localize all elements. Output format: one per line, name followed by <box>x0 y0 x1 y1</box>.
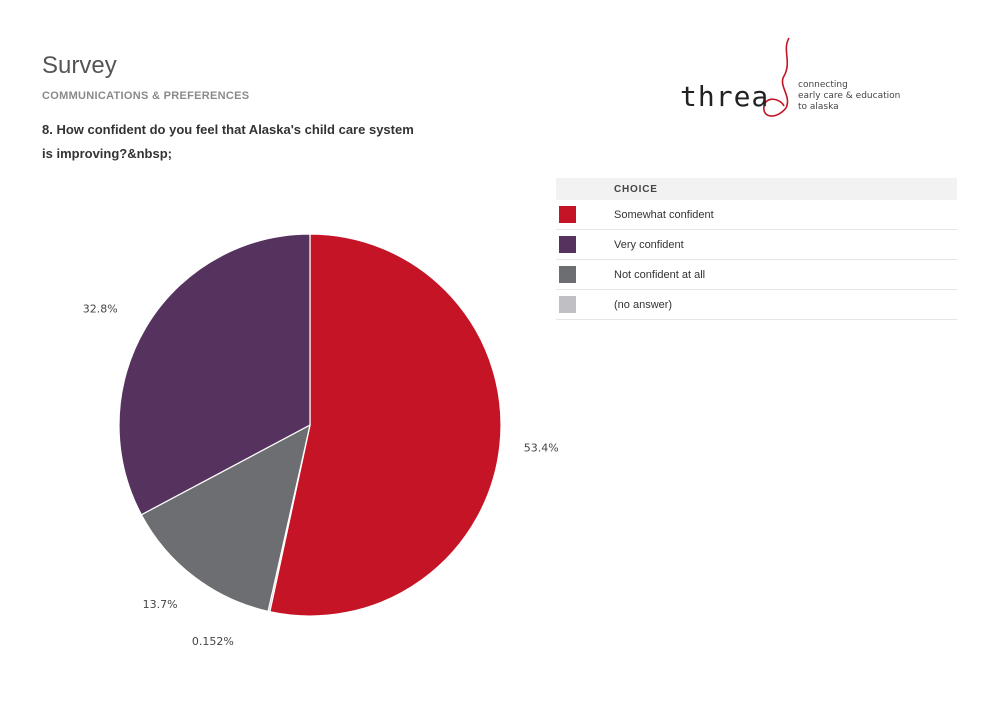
pie-label: 13.7% <box>143 598 178 611</box>
thread-swirl-logo-icon <box>763 37 790 117</box>
legend-swatch-cell <box>556 289 614 320</box>
legend-swatch <box>559 206 576 223</box>
legend-body: Somewhat confident Very confident Not conf… <box>556 200 957 320</box>
legend-swatch-cell <box>556 229 614 260</box>
legend-swatch-cell <box>556 200 614 230</box>
legend-swatch <box>559 296 576 313</box>
question-line-2: is improving?&nbsp; <box>42 146 172 161</box>
legend-header-row: CHOICE <box>556 178 957 200</box>
pie-slice-not-confident-at-all <box>140 423 311 613</box>
legend-swatch <box>559 236 576 253</box>
legend-table: CHOICE Somewhat confident Very confident N… <box>556 178 957 320</box>
legend-row: (no answer) <box>556 289 957 320</box>
pie-label: 32.8% <box>83 302 118 315</box>
legend-label: Not confident at all <box>614 259 957 290</box>
legend-swatch-cell <box>556 259 614 290</box>
legend-header-swatch <box>556 178 614 200</box>
legend-row: Not confident at all <box>556 259 957 290</box>
logo-wordmark: threa <box>680 80 770 113</box>
survey-title: Survey <box>42 52 117 79</box>
pie-slice-somewhat-confident <box>269 233 502 617</box>
question-text: 8. How confident do you feel that Alaska… <box>42 118 472 166</box>
legend-label: (no answer) <box>614 289 957 320</box>
pie-chart: 53.4% 0.152% 13.7% 32.8% <box>83 233 559 648</box>
question-line-1: 8. How confident do you feel that Alaska… <box>42 122 414 137</box>
legend-row: Somewhat confident <box>556 200 957 230</box>
logo-tagline-1: connecting <box>798 80 848 90</box>
legend-row: Very confident <box>556 229 957 260</box>
logo-tagline-2: early care & education <box>798 91 901 101</box>
legend-swatch <box>559 266 576 283</box>
legend-label: Somewhat confident <box>614 200 957 230</box>
logo-tagline: connecting early care & education to ala… <box>798 80 900 113</box>
section-label: COMMUNICATIONS & PREFERENCES <box>42 90 250 102</box>
pie-slice-very-confident <box>118 233 311 516</box>
thread-logo: threa connecting early care & education … <box>680 36 910 128</box>
logo-tagline-3: to alaska <box>798 102 839 112</box>
pie-label: 53.4% <box>524 442 559 455</box>
legend-header-choice: CHOICE <box>614 178 957 200</box>
pie-label: 0.152% <box>192 635 234 648</box>
legend-label: Very confident <box>614 229 957 260</box>
